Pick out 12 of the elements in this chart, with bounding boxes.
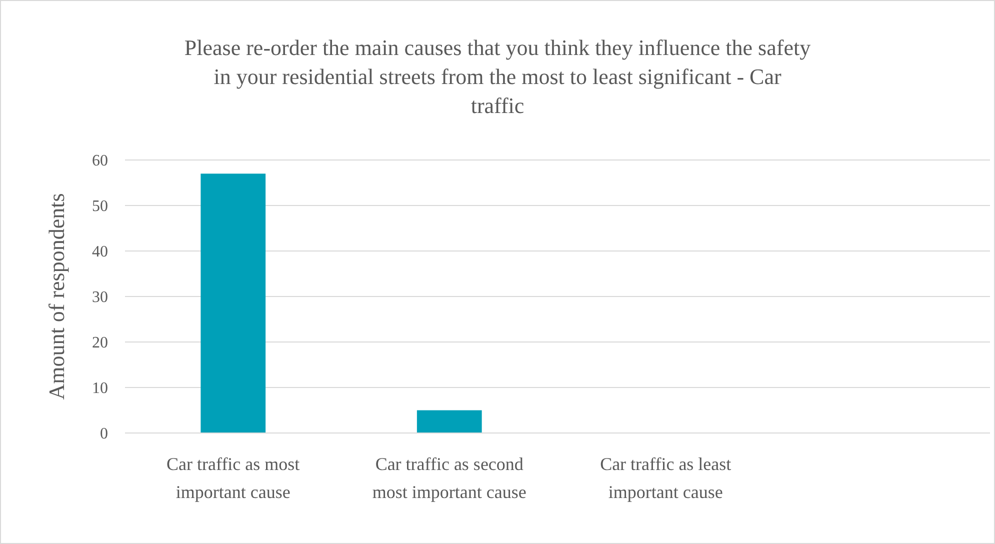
y-tick-label: 30	[92, 289, 108, 306]
chart-title: Please re-order the main causes that you think they influence the safety in your residential streets from the most to least significant - Car traffic	[184, 35, 811, 118]
x-tick-label: Car traffic as second most important cause	[372, 454, 526, 502]
y-tick-label: 0	[100, 426, 108, 443]
y-tick-label: 60	[92, 152, 108, 170]
y-tick-label: 40	[92, 244, 108, 261]
y-tick-label: 20	[92, 334, 108, 352]
y-axis-title: Amount of respondents	[44, 193, 69, 400]
y-tick-label: 10	[92, 380, 108, 398]
x-tick-label: Car traffic as most important cause	[166, 454, 300, 502]
y-tick-label: 50	[92, 198, 108, 216]
x-tick-label: Car traffic as least important cause	[600, 454, 732, 502]
